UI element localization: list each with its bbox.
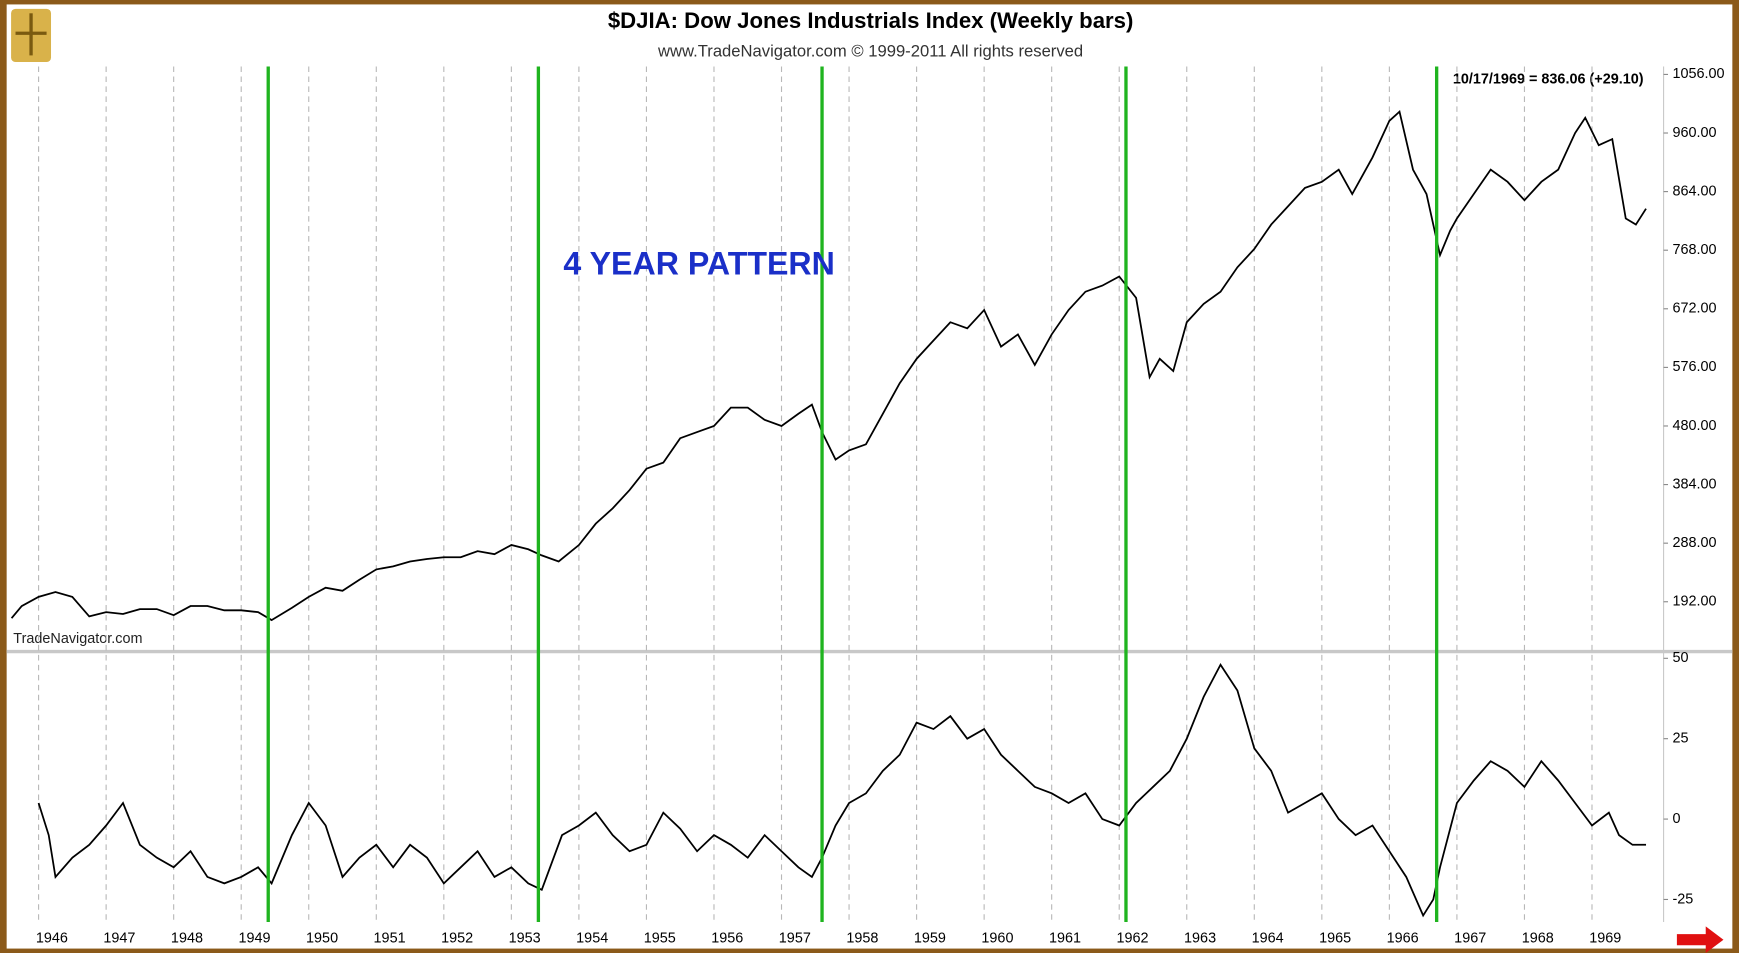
annotation: 4 YEAR PATTERN [563,245,834,281]
price-line [10,109,1647,622]
x-tick-label: 1952 [441,930,473,946]
logo [11,8,52,63]
y-tick-label: 288.00 [1672,535,1716,551]
x-tick-label: 1967 [1454,930,1486,946]
x-tick-label: 1962 [1116,930,1148,946]
y-tick-label: 0 [1672,811,1680,827]
x-tick-label: 1964 [1252,930,1284,946]
x-tick-label: 1951 [374,930,406,946]
x-tick-label: 1956 [711,930,743,946]
chart-subtitle: www.TradeNavigator.com © 1999-2011 All r… [657,41,1083,60]
x-tick-label: 1968 [1522,930,1554,946]
x-tick-label: 1958 [846,930,878,946]
chart-title: $DJIA: Dow Jones Industrials Index (Week… [608,8,1134,33]
x-tick-label: 1949 [238,930,270,946]
y-tick-label: 50 [1672,650,1688,666]
y-tick-label: 25 [1672,731,1688,747]
x-tick-label: 1960 [981,930,1013,946]
x-tick-label: 1957 [779,930,811,946]
y-tick-label: 768.00 [1672,242,1716,258]
x-tick-label: 1961 [1049,930,1081,946]
x-tick-label: 1966 [1387,930,1419,946]
y-tick-label: 960.00 [1672,125,1716,141]
price-line [37,662,1647,918]
y-tick-label: 480.00 [1672,418,1716,434]
x-tick-label: 1959 [914,930,946,946]
x-tick-label: 1950 [306,930,338,946]
x-tick-label: 1969 [1589,930,1621,946]
x-tick-label: 1963 [1184,930,1216,946]
y-tick-label: 672.00 [1672,301,1716,317]
background [6,4,1733,949]
x-tick-label: 1947 [103,930,135,946]
y-tick-label: 576.00 [1672,359,1716,375]
x-tick-label: 1953 [509,930,541,946]
scroll-arrow[interactable] [1676,926,1724,953]
x-tick-label: 1948 [171,930,203,946]
last-value-label: 10/17/1969 = 836.06 (+29.10) [1453,72,1644,88]
y-tick-label: 384.00 [1672,476,1716,492]
y-tick-label: 192.00 [1672,594,1716,610]
y-tick-label: -25 [1672,891,1693,907]
x-tick-label: 1954 [576,930,608,946]
watermark: TradeNavigator.com [13,631,142,647]
y-tick-label: 1056.00 [1672,66,1724,82]
y-tick-label: 864.00 [1672,183,1716,199]
x-tick-label: 1955 [644,930,676,946]
x-tick-label: 1946 [36,930,68,946]
x-tick-label: 1965 [1319,930,1351,946]
